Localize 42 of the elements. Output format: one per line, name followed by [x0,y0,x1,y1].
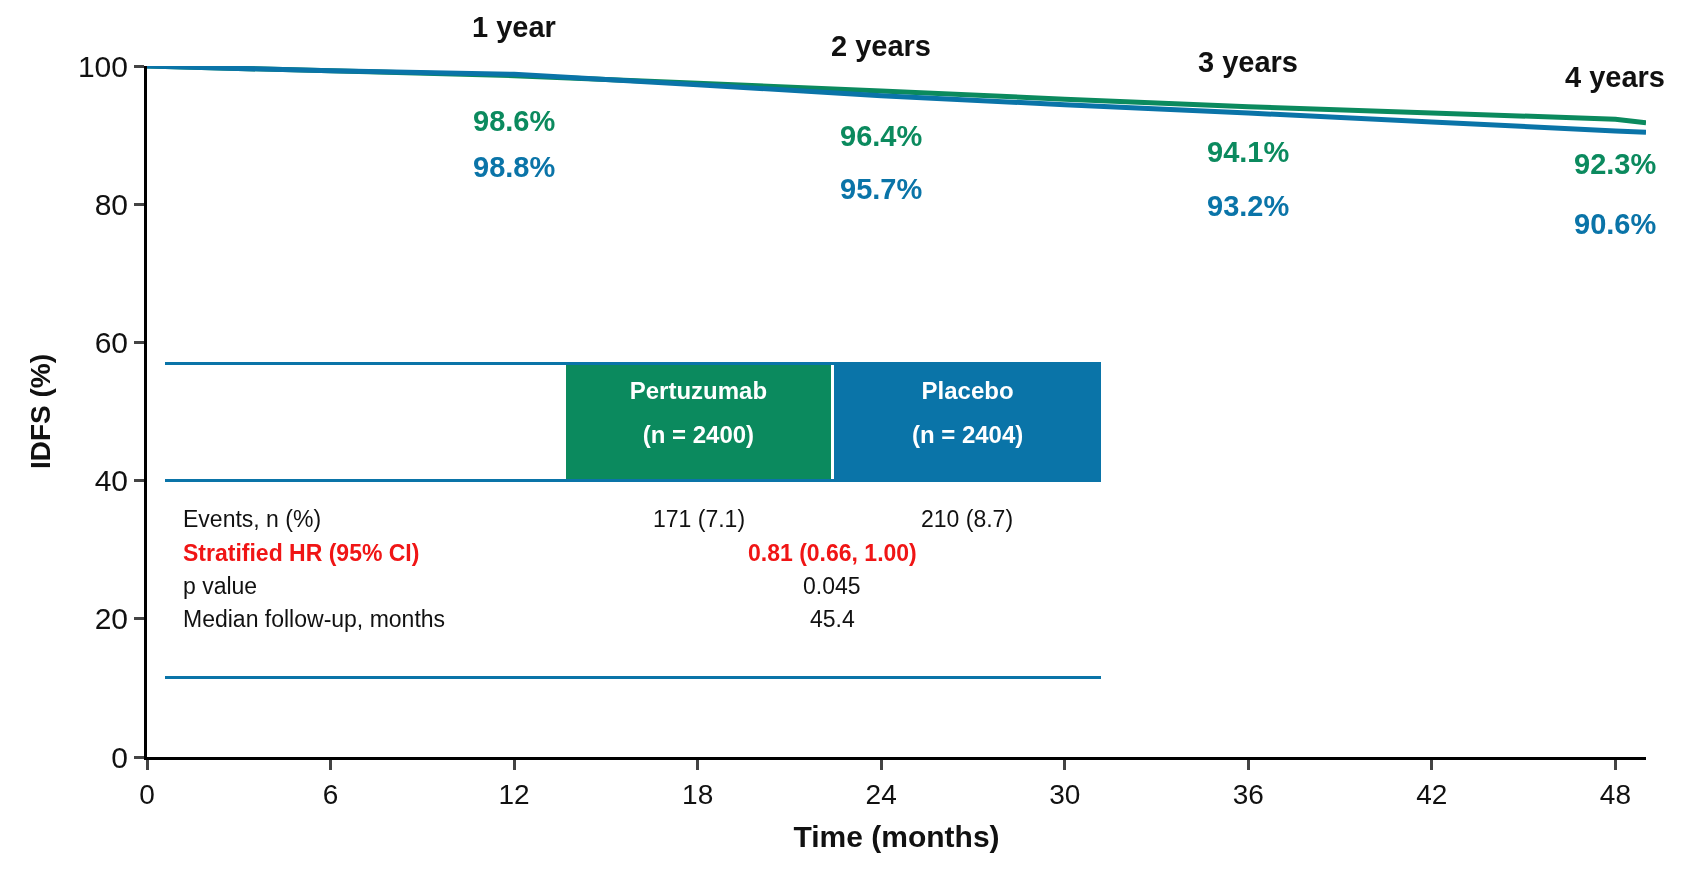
annotation: 0.81 (0.66, 1.00) [748,540,917,566]
x-tick-label: 0 [139,778,155,810]
text: Pertuzumab [629,377,768,405]
x-tick-label: 48 [1599,778,1631,810]
annotation: 4 years [1565,61,1665,93]
data-label: 93.2% [1207,190,1290,222]
y-tick-label: 100 [77,49,128,83]
annotation: 171 (7.1) [653,506,746,532]
y-tick-label: 80 [94,187,128,221]
x-tick-label: 18 [682,778,714,810]
x-tick-label: 42 [1416,778,1448,810]
x-tick-label: 36 [1232,778,1264,810]
y-tick-label: 60 [94,325,128,359]
y-tick-label: 40 [94,464,128,498]
x-tick-label: 6 [322,778,339,810]
data-label: 98.8% [473,151,556,183]
data-label: 95.7% [840,173,923,205]
x-tick-label: 30 [1049,778,1081,810]
annotation: Median follow-up, months [183,606,446,632]
data-label: 98.6% [473,105,556,137]
y-axis-title: IDFS (%) [24,353,56,470]
annotation: (n = 2404) [910,421,1025,450]
x-tick-label: 24 [865,778,897,810]
annotation: (n = 2400) [641,421,756,450]
annotation: Stratified HR (95% CI) [183,540,420,566]
annotation: Events, n (%) [183,506,322,532]
data-label: 96.4% [840,120,923,152]
annotation: 210 (8.7) [921,506,1014,532]
annotation: 3 years [1198,46,1298,78]
annotation: 0.045 [803,573,861,599]
x-tick-label: 12 [498,778,530,810]
annotation: 1 year [472,11,556,43]
text: Placebo [921,377,1014,405]
data-label: 90.6% [1574,208,1657,240]
x-axis-title: Time (months) [793,820,1000,854]
annotation: 2 years [831,30,931,62]
data-label: 94.1% [1207,136,1290,168]
annotation: 45.4 [810,606,855,632]
annotation: p value [183,573,258,599]
y-tick-label: 20 [94,602,128,636]
data-label: 92.3% [1574,148,1657,180]
y-tick-label: 0 [111,740,128,774]
